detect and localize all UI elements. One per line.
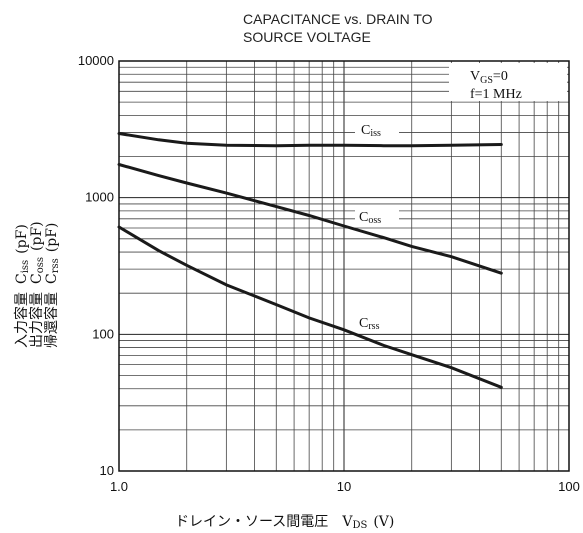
- chart-title-line2: SOURCE VOLTAGE: [243, 29, 371, 45]
- svg-text:Coss: Coss: [359, 210, 381, 226]
- series-line-ciss: [117, 132, 503, 148]
- x-tick-label: 100: [558, 479, 580, 494]
- svg-text:Ciss: Ciss: [361, 123, 381, 139]
- condition-frequency: f=1 MHz: [470, 87, 522, 102]
- curves: [117, 132, 503, 389]
- y-tick-label: 1000: [85, 190, 114, 205]
- y-label-line-1: 入力容量Ciss(pF): [13, 224, 31, 348]
- x-axis-label: ドレイン・ソース間電圧 VDS (V): [175, 514, 394, 531]
- y-label-line-2: 出力容量Coss(pF): [28, 221, 46, 348]
- svg-text:Crss: Crss: [359, 316, 380, 332]
- y-tick-label: 100: [92, 326, 114, 341]
- y-tick-label: 10: [100, 463, 114, 478]
- series-line-crss: [117, 225, 503, 389]
- plot-frame: [118, 60, 570, 472]
- y-tick-label: 10000: [78, 53, 114, 68]
- series-label-coss: Coss: [355, 208, 399, 226]
- chart-title-line1: CAPACITANCE vs. DRAIN TO: [243, 11, 433, 27]
- x-tick-label: 1.0: [110, 479, 128, 494]
- series-line-coss: [117, 163, 503, 275]
- conditions-box: [449, 63, 567, 101]
- grid: [119, 61, 569, 471]
- x-tick-label: 10: [337, 479, 351, 494]
- condition-vgs: VGS=0: [470, 69, 508, 86]
- y-axis-label: 入力容量Ciss(pF) 出力容量Coss(pF) 帰還容量Crss(pF): [13, 221, 61, 348]
- y-label-line-3: 帰還容量Crss(pF): [43, 223, 61, 348]
- series-label-crss: Crss: [355, 314, 395, 332]
- series-label-ciss: Ciss: [355, 122, 399, 139]
